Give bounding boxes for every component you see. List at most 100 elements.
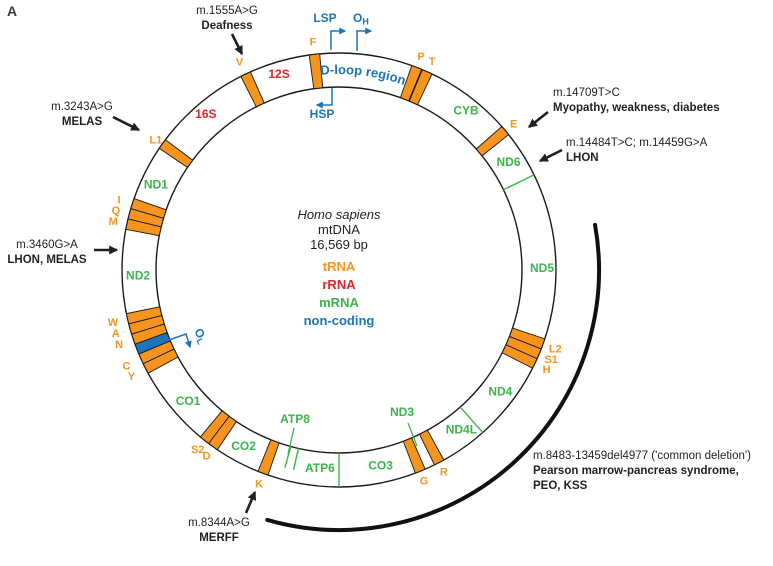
trna-letter-F: F [310,36,317,48]
mutation-arrow [112,115,141,132]
mutation-id-text: m.14484T>C; m.14459G>A [566,137,708,149]
deletion-disease-text: Pearson marrow-pancreas syndrome, [533,465,739,477]
species-name: Homo sapiens [297,207,381,222]
gene-divider-partial [292,448,300,471]
trna-block-F [308,53,324,90]
mutation-disease-text: Myopathy, weakness, diabetes [553,102,720,114]
common-deletion-annotation: m.8483-13459del4977 ('common deletion') P… [533,450,751,492]
mutation-disease-text: LHON, MELAS [7,254,87,266]
gene-label-CO1: CO1 [176,394,201,408]
mutation-arrow [230,33,244,56]
trna-block-L1 [158,139,194,169]
promoters-origins: LSP OH HSP OL [168,11,373,349]
mutation-arrow [528,110,549,129]
molecule-name: mtDNA [318,222,360,237]
gene-label-ND1: ND1 [144,178,168,192]
trna-letter-K: K [255,479,263,491]
legend-item-mrna: mRNA [319,295,359,310]
trna-letter-E: E [510,118,517,130]
trna-block-V [240,71,265,108]
trna-letter-L2: L2 [549,343,562,355]
trna-letter-D: D [203,451,211,463]
trna-letter-S1: S1 [544,354,557,366]
lsp-label: LSP [313,11,336,25]
gene-divider-partial [284,446,292,468]
trna-letter-V: V [236,57,244,69]
genome-size: 16,569 bp [310,237,368,252]
gene-label-CYB: CYB [453,103,479,117]
legend-item-trna: tRNA [323,259,356,274]
deletion-disease-text: PEO, KSS [533,480,588,492]
gene-divider [459,406,484,433]
gene-label-CO3: CO3 [368,459,393,473]
gene-label-16S: 16S [195,107,216,121]
external-gene-labels: ATP8 ND3 [280,405,418,455]
gene-label-ATP8: ATP8 [280,412,310,426]
gene-divider [503,174,535,191]
nd3-pointer-line [407,422,418,447]
gene-label-ND6: ND6 [497,155,521,169]
atp8-pointer-line [287,427,295,455]
trna-block-L2 [508,327,546,350]
gene-label-ND5: ND5 [530,261,554,275]
ol-label: OL [190,326,211,347]
hsp-label: HSP [310,107,335,121]
mutation-annotations: m.1555A>G Deafness m.3243A>G MELAS m.3460G>A… [7,5,719,544]
trna-letter-S2: S2 [191,444,204,456]
trna-letter-A: A [112,328,120,340]
mutation-id-text: m.1555A>G [196,5,258,17]
legend: tRNA rRNA mRNA non-coding [304,259,375,328]
trna-letter-Y: Y [128,371,136,383]
trna-letter-H: H [543,364,551,376]
mutation-id-text: m.14709T>C [553,87,620,99]
gene-label-ND2: ND2 [126,268,150,282]
mutation-annotation-m8344: m.8344A>G MERFF [188,490,257,544]
trna-block-D [208,415,238,451]
trna-block-Y [142,348,179,374]
mutation-arrow [538,148,563,163]
hsp-arrow [315,88,333,109]
gene-label-CO2: CO2 [231,439,256,453]
trna-letter-W: W [108,317,119,329]
mutation-arrow [244,490,257,514]
mutation-disease-text: MELAS [62,116,103,128]
trna-block-M [125,218,162,237]
gene-labels: 12S 16S ND1 ND2 CO1 CO2 ATP6 CO3 ND4L ND4 ND5 ND6 CY… [126,67,554,475]
mutation-disease-text: LHON [566,152,599,164]
trna-block-R [418,429,445,466]
gene-label-ND4L: ND4L [446,422,477,436]
mutation-id-text: m.8344A>G [188,517,250,529]
trna-letter-P: P [417,51,424,63]
legend-item-rrna: rRNA [322,277,356,292]
panel-label: A [7,3,17,19]
mutation-annotation-m1555: m.1555A>G Deafness [196,5,258,56]
lsp-arrow [330,27,347,50]
trna-block-P [399,64,423,102]
gene-label-ND3: ND3 [390,405,414,419]
mutation-id-text: m.3243A>G [51,101,113,113]
trna-letter-I: I [118,194,121,206]
mutation-annotation-m3243: m.3243A>G MELAS [51,101,141,132]
trna-block-T [408,69,433,106]
trna-letter-L1: L1 [149,134,162,146]
trna-letter-M: M [109,216,118,228]
trna-block-K [257,439,280,476]
oh-arrow [356,27,373,51]
gene-label-12S: 12S [268,67,289,81]
gene-dividers [284,174,535,487]
common-deletion-arc [265,222,601,532]
mutation-annotation-m14484: m.14484T>C; m.14459G>A LHON [538,137,708,164]
ol-arrow [168,333,192,349]
trna-letter-N: N [115,339,123,351]
oh-label: OH [353,11,369,27]
mutation-annotation-m14709: m.14709T>C Myopathy, weakness, diabetes [528,87,720,129]
mutation-id-text: m.3460G>A [16,239,78,251]
mutation-disease-text: Deafness [201,20,252,32]
trna-letter-C: C [122,361,130,373]
legend-item-noncoding: non-coding [304,313,375,328]
trna-letter-R: R [440,466,448,478]
